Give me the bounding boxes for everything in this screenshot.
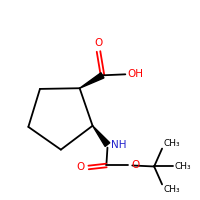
- Text: O: O: [77, 162, 85, 172]
- Polygon shape: [80, 73, 104, 88]
- Text: CH₃: CH₃: [164, 185, 180, 194]
- Text: CH₃: CH₃: [175, 162, 191, 171]
- Text: OH: OH: [127, 69, 143, 79]
- Text: CH₃: CH₃: [164, 139, 180, 148]
- Text: O: O: [131, 160, 139, 170]
- Polygon shape: [93, 126, 110, 146]
- Text: NH: NH: [111, 140, 127, 150]
- Text: O: O: [94, 38, 103, 48]
